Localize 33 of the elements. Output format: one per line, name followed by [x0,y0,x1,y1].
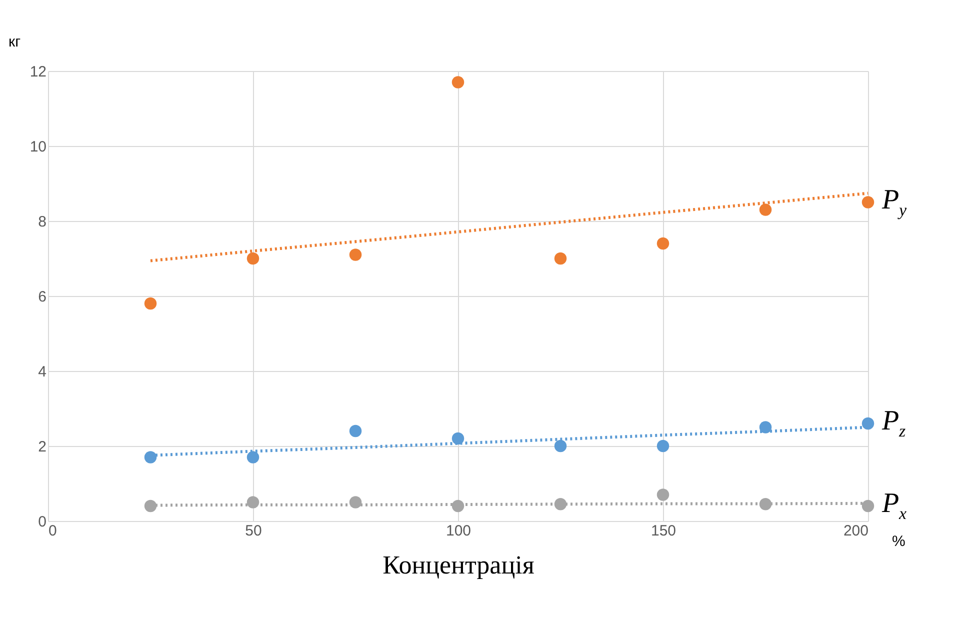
x-tick-label: 0 [48,522,57,540]
text: % [892,533,906,550]
point [656,237,670,250]
point [349,424,362,438]
point [862,196,874,208]
point [656,440,670,452]
x-tick-label: 50 [245,522,262,540]
y-tick-label: 4 [38,364,46,380]
point [144,451,157,464]
point [759,204,772,216]
x-tick-label: 150 [650,522,676,540]
point [554,252,567,265]
y-tick-label: 6 [38,288,46,306]
point [452,432,464,445]
point [452,76,464,88]
y-tick-label: 8 [38,214,46,230]
x-tick-label: 200 [843,522,868,540]
y-tick-label: 12 [30,64,46,80]
point [862,500,874,512]
point [144,500,157,512]
y-tick-label: 10 [30,138,46,156]
point [759,421,772,434]
point [554,440,567,452]
point [246,451,260,464]
y-axis-title: кг [8,34,22,50]
point [656,488,670,501]
point [349,248,362,261]
point [862,417,874,430]
point [144,297,157,310]
x-axis-title: Концентрація [382,550,534,580]
y-tick-label: 2 [38,438,46,456]
point [246,252,260,265]
x-tick-label: 100 [446,522,472,540]
